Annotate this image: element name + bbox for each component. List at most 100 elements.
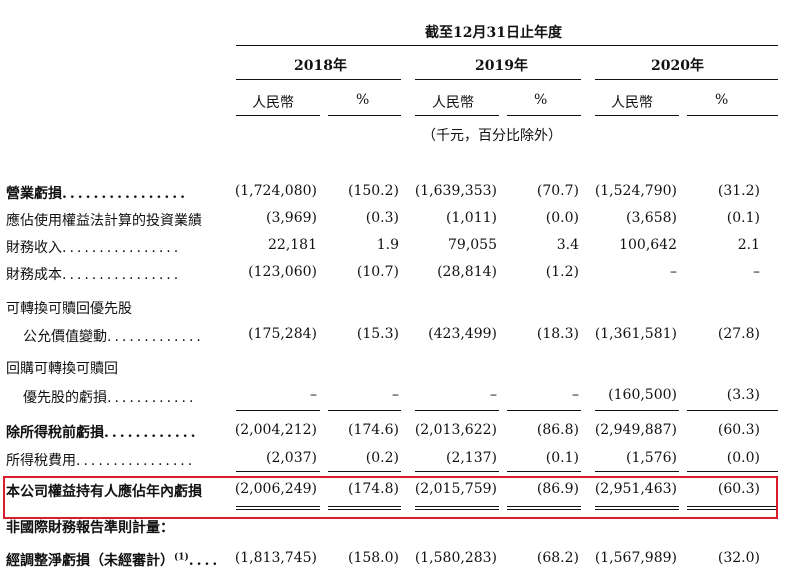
cell-value: (1,813,745) bbox=[234, 550, 317, 566]
footnote-ref: (1) bbox=[174, 552, 189, 563]
cell-value: (2,015,759) bbox=[414, 481, 497, 497]
sum-rule bbox=[595, 410, 679, 411]
cell-value: (68.2) bbox=[536, 550, 579, 566]
cell-value: (3,658) bbox=[625, 210, 677, 226]
sum-rule bbox=[328, 506, 401, 507]
leader-dots: ................ bbox=[76, 453, 196, 469]
cell-value: (27.8) bbox=[717, 326, 760, 342]
cell-value: (3.3) bbox=[726, 387, 760, 403]
cell-value: (0.1) bbox=[726, 210, 760, 226]
cell-value: (2,951,463) bbox=[594, 481, 677, 497]
col-rule-4 bbox=[507, 115, 581, 116]
header-rule-top bbox=[236, 45, 778, 46]
currency-label-2018: 人民幣 bbox=[252, 95, 294, 111]
cell-value: (2,137) bbox=[445, 450, 497, 466]
cell-value: (86.9) bbox=[536, 481, 579, 497]
cell-value: 1.9 bbox=[376, 237, 399, 253]
cell-value: 2.1 bbox=[737, 237, 760, 253]
year-2019: 2019年 bbox=[475, 58, 528, 74]
sum-rule bbox=[415, 410, 499, 411]
cell-value: (1,524,790) bbox=[594, 183, 677, 199]
cell-value: (1,639,353) bbox=[414, 183, 497, 199]
sum-rule bbox=[236, 506, 320, 507]
row-label-text: 公允價值變動 bbox=[23, 329, 107, 345]
currency-label-2020: 人民幣 bbox=[611, 95, 653, 111]
cell-value: (1,576) bbox=[625, 450, 677, 466]
sum-rule bbox=[236, 410, 320, 411]
sum-rule bbox=[507, 509, 581, 510]
cell-value: (2,949,887) bbox=[594, 422, 677, 438]
cell-value: (2,004,212) bbox=[234, 422, 317, 438]
cell-value: – bbox=[670, 264, 677, 280]
row-label: 財務收入................ bbox=[6, 237, 181, 257]
cell-value: (31.2) bbox=[717, 183, 760, 199]
leader-dots: ............. bbox=[107, 329, 204, 345]
cell-value: (1.2) bbox=[545, 264, 579, 280]
cell-value: – bbox=[753, 264, 760, 280]
row-label-text: 應佔使用權益法計算的投資業績 bbox=[6, 213, 202, 229]
sum-rule bbox=[595, 506, 679, 507]
year-rule-2018 bbox=[236, 79, 401, 80]
row-label: 應佔使用權益法計算的投資業績 bbox=[6, 210, 202, 230]
cell-value: (2,013,622) bbox=[414, 422, 497, 438]
sum-rule bbox=[328, 410, 401, 411]
col-rule-5 bbox=[595, 115, 679, 116]
cell-value: (1,580,283) bbox=[414, 550, 497, 566]
cell-value: (0.3) bbox=[365, 210, 399, 226]
row-label: 回購可轉換可贖回 bbox=[6, 358, 118, 378]
sum-rule bbox=[415, 506, 499, 507]
leader-dots: ................ bbox=[62, 240, 182, 256]
col-rule-3 bbox=[415, 115, 499, 116]
row-label-text: 可轉換可贖回優先股 bbox=[6, 301, 132, 317]
cell-value: (160,500) bbox=[608, 387, 677, 403]
cell-value: (158.0) bbox=[347, 550, 399, 566]
year-2020: 2020年 bbox=[651, 58, 704, 74]
period-title: 截至12月31日止年度 bbox=[425, 25, 562, 41]
row-label: 可轉換可贖回優先股 bbox=[6, 298, 132, 318]
row-label-text: 財務收入 bbox=[6, 240, 62, 256]
leader-dots: .... bbox=[188, 553, 221, 569]
year-rule-2020 bbox=[595, 79, 778, 80]
cell-value: 3.4 bbox=[556, 237, 579, 253]
leader-dots: ................ bbox=[62, 186, 188, 202]
cell-value: (3,969) bbox=[265, 210, 317, 226]
cell-value: (0.0) bbox=[726, 450, 760, 466]
cell-value: (28,814) bbox=[437, 264, 497, 280]
col-rule-6 bbox=[687, 115, 778, 116]
cell-value: (1,724,080) bbox=[234, 183, 317, 199]
col-rule-1 bbox=[236, 115, 320, 116]
cell-value: 100,642 bbox=[619, 237, 677, 253]
cell-value: (123,060) bbox=[248, 264, 317, 280]
col-rule-2 bbox=[328, 115, 401, 116]
sum-rule bbox=[687, 471, 778, 472]
sum-rule bbox=[328, 471, 401, 472]
cell-value: (2,037) bbox=[265, 450, 317, 466]
cell-value: (0.0) bbox=[545, 210, 579, 226]
cell-value: (1,567,989) bbox=[594, 550, 677, 566]
cell-value: (175,284) bbox=[248, 326, 317, 342]
cell-value: – bbox=[572, 387, 579, 403]
sum-rule bbox=[415, 471, 499, 472]
cell-value: – bbox=[392, 387, 399, 403]
sum-rule bbox=[236, 509, 320, 510]
cell-value: (174.8) bbox=[347, 481, 399, 497]
cell-value: (60.3) bbox=[717, 422, 760, 438]
sum-rule bbox=[595, 509, 679, 510]
cell-value: (150.2) bbox=[347, 183, 399, 199]
cell-value: (2,006,249) bbox=[234, 481, 317, 497]
leader-dots: ............ bbox=[104, 425, 199, 441]
row-label-text: 本公司權益持有人應佔年內虧損 bbox=[6, 484, 202, 500]
cell-value: (0.2) bbox=[365, 450, 399, 466]
row-label-text: 除所得稅前虧損 bbox=[6, 425, 104, 441]
row-label-text: 非國際財務報告準則計量： bbox=[6, 520, 174, 536]
year-rule-2019 bbox=[415, 79, 581, 80]
cell-value: (86.8) bbox=[536, 422, 579, 438]
row-label: 優先股的虧損............ bbox=[23, 387, 196, 407]
sum-rule bbox=[687, 509, 778, 510]
row-label: 除所得稅前虧損............ bbox=[6, 422, 199, 442]
percent-label-2019: % bbox=[534, 92, 548, 108]
cell-value: (32.0) bbox=[717, 550, 760, 566]
cell-value: – bbox=[310, 387, 317, 403]
row-label-text: 優先股的虧損 bbox=[23, 390, 107, 406]
cell-value: (10.7) bbox=[356, 264, 399, 280]
